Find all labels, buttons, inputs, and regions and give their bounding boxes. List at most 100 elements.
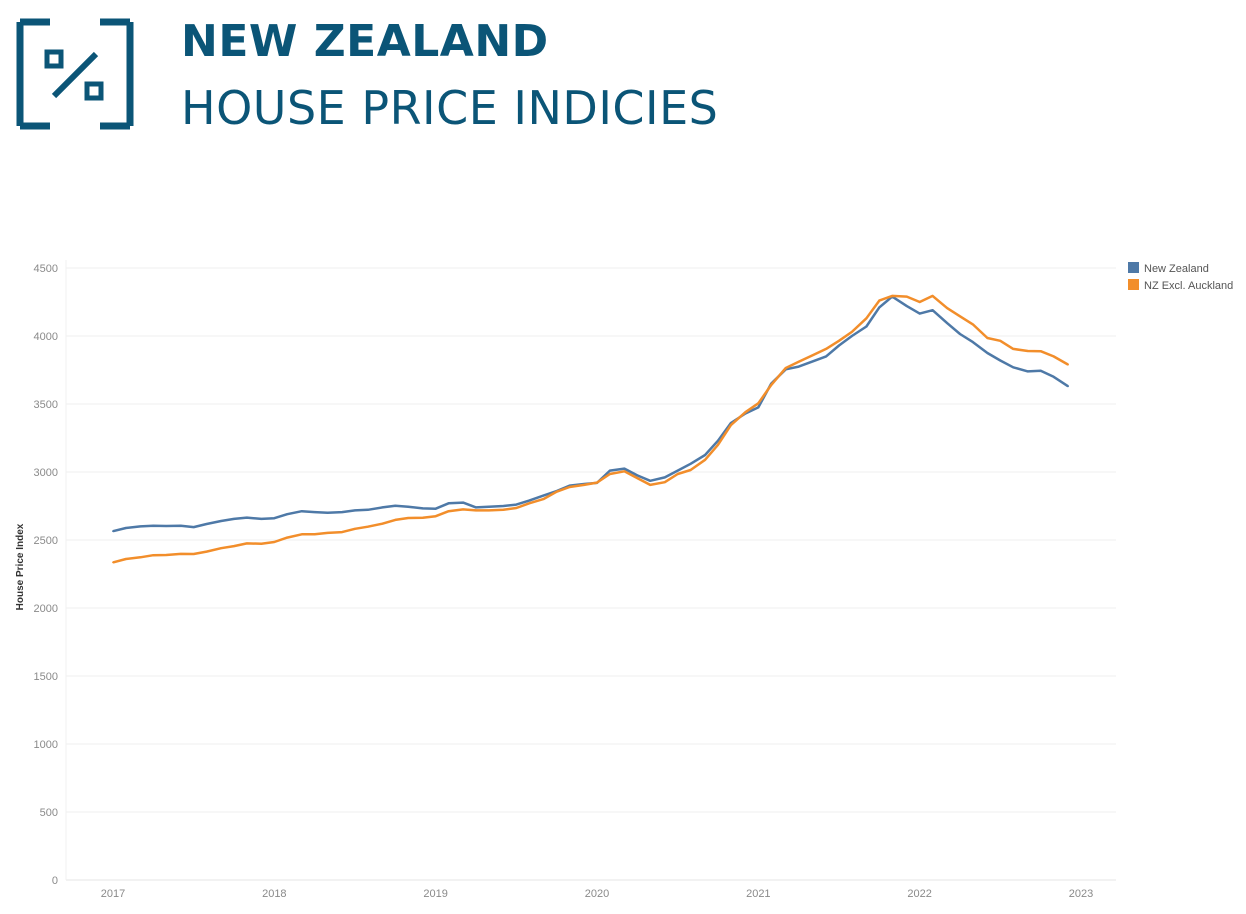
data-point	[838, 339, 840, 342]
data-point	[946, 322, 948, 324]
data-point	[165, 525, 168, 527]
data-point	[179, 524, 182, 527]
data-point	[502, 505, 505, 507]
data-point	[246, 516, 248, 519]
data-point	[367, 525, 369, 528]
data-point	[959, 315, 961, 318]
y-tick-3500: 3500	[34, 399, 58, 411]
data-point	[999, 339, 1002, 342]
data-point	[502, 508, 505, 511]
page-title: NEW ZEALAND	[181, 16, 549, 67]
data-point	[649, 484, 652, 486]
data-point	[1026, 370, 1029, 373]
data-point	[1039, 369, 1042, 372]
logo	[16, 18, 134, 130]
data-point	[326, 511, 329, 514]
data-point	[636, 477, 639, 479]
data-point	[313, 511, 316, 513]
data-point	[152, 524, 155, 527]
x-tick-2020: 2020	[585, 888, 609, 900]
data-point	[931, 295, 934, 297]
legend-swatch-0	[1128, 262, 1139, 273]
y-tick-2500: 2500	[34, 535, 58, 547]
data-point	[381, 506, 384, 509]
data-point	[447, 502, 450, 505]
data-point	[676, 469, 679, 472]
y-tick-4500: 4500	[34, 263, 58, 275]
series-lines	[112, 294, 1069, 564]
data-point	[273, 517, 276, 520]
data-point	[918, 312, 921, 315]
y-tick-labels: 0 500 1000 1500 2000 2500 3000 3500 4000 4500	[34, 263, 58, 887]
data-point	[797, 360, 800, 363]
data-point	[165, 554, 168, 556]
data-point	[462, 508, 464, 511]
y-tick-1500: 1500	[34, 671, 58, 683]
y-tick-500: 500	[40, 807, 58, 819]
data-point	[676, 473, 679, 475]
data-point	[488, 509, 490, 512]
x-tick-2023: 2023	[1069, 888, 1093, 900]
data-point	[260, 518, 263, 520]
data-point	[810, 360, 813, 363]
data-point	[757, 402, 760, 405]
data-point	[341, 511, 343, 513]
data-point	[797, 365, 800, 368]
data-point	[300, 533, 303, 536]
legend: New Zealand NZ Excl. Auckland	[1128, 262, 1233, 292]
series-line-1	[112, 294, 1069, 564]
data-point	[1067, 385, 1069, 388]
data-point	[434, 515, 437, 518]
data-point	[475, 506, 477, 509]
data-point	[623, 470, 626, 473]
data-point	[179, 553, 182, 555]
data-point	[851, 331, 853, 333]
data-point	[609, 473, 611, 475]
data-point	[810, 354, 813, 357]
data-point	[152, 554, 155, 557]
data-point	[112, 530, 114, 533]
data-point	[878, 299, 881, 302]
x-tick-2017: 2017	[101, 888, 125, 900]
y-tick-3000: 3000	[34, 467, 58, 479]
data-point	[125, 527, 127, 529]
data-point	[704, 454, 706, 456]
data-point	[851, 335, 853, 337]
data-point	[905, 305, 908, 307]
data-point	[717, 443, 719, 446]
data-point	[583, 484, 585, 486]
data-point	[1012, 348, 1015, 350]
data-point	[555, 490, 558, 493]
data-point	[959, 333, 961, 335]
data-point	[326, 532, 329, 534]
data-point	[542, 498, 545, 500]
data-point	[139, 525, 142, 528]
data-point	[623, 467, 626, 470]
data-point	[1067, 363, 1069, 366]
data-point	[838, 344, 840, 347]
data-point	[488, 505, 490, 508]
data-point	[878, 306, 881, 309]
data-point	[918, 301, 921, 303]
data-point	[689, 462, 692, 465]
data-point	[273, 541, 276, 543]
data-point	[462, 501, 464, 504]
data-point	[421, 516, 424, 519]
percent-bracket-icon	[16, 18, 134, 130]
data-point	[354, 527, 356, 530]
y-tick-0: 0	[52, 875, 58, 887]
x-tick-labels: 2017 2018 2019 2020 2021 2022 2023	[101, 888, 1093, 900]
data-point	[757, 406, 760, 409]
data-point	[704, 458, 706, 461]
data-point	[717, 439, 719, 442]
data-point	[663, 476, 666, 479]
data-point	[286, 513, 289, 516]
data-point	[192, 526, 195, 528]
data-point	[233, 545, 235, 547]
data-point	[1052, 355, 1055, 358]
data-point	[596, 481, 598, 484]
data-point	[999, 359, 1002, 362]
data-point	[381, 522, 384, 525]
data-point	[528, 499, 531, 502]
